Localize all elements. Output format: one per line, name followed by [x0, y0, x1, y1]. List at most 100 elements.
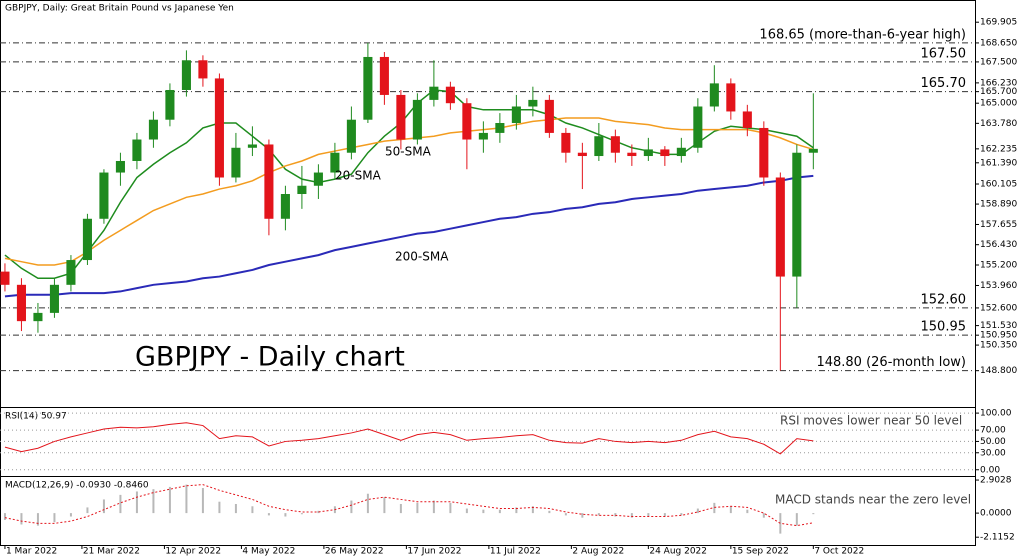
candle-body [561, 132, 571, 153]
histogram-bar [432, 500, 435, 514]
histogram-bar [36, 513, 39, 526]
candle-body [165, 89, 175, 120]
level-label: 165.70 [921, 76, 967, 91]
panel-title: RSI(14) 50.97 [5, 412, 67, 422]
x-tick-label: 12 Apr 2022 [165, 547, 221, 557]
histogram-bar [20, 513, 23, 525]
histogram-bar [102, 499, 105, 514]
chart-subtitle: GBPJPY - Daily chart [135, 342, 405, 373]
histogram-bar [465, 508, 468, 514]
x-tick-label: 4 May 2022 [242, 547, 295, 557]
x-tick-label: 11 Jul 2022 [490, 547, 541, 557]
candle-body [181, 60, 191, 90]
histogram-bar [663, 513, 666, 517]
y-tick-label: 150.950 [980, 331, 1017, 341]
histogram-bar [53, 513, 56, 523]
candle-body [264, 144, 274, 219]
candle-body [643, 149, 653, 157]
candle-body [49, 284, 59, 313]
histogram-bar [713, 502, 716, 514]
panel-title: MACD(12,26,9) -0.0930 -0.8460 [5, 481, 149, 491]
histogram-bar [581, 513, 584, 518]
candle-body [231, 147, 241, 178]
histogram-bar [300, 513, 303, 515]
histogram-bar [680, 513, 683, 516]
candle-body [808, 148, 818, 153]
x-tick-label: 21 Mar 2022 [83, 547, 140, 557]
y-tick-label: 30.00 [980, 448, 1006, 458]
y-tick-label: 0.0000 [980, 509, 1012, 519]
y-tick-label: 161.390 [980, 158, 1017, 168]
y-tick-label: 165.000 [980, 99, 1017, 109]
candle-body [330, 152, 340, 173]
y-tick-label: 166.230 [980, 78, 1017, 88]
candle-body [759, 127, 769, 178]
histogram-bar [729, 506, 732, 514]
candle-body [528, 99, 538, 107]
candle-body [627, 152, 637, 157]
y-tick-label: 151.530 [980, 321, 1017, 331]
candle-body [495, 123, 505, 133]
candle-body [396, 94, 406, 140]
annotation: RSI moves lower near 50 level [780, 414, 962, 428]
candle-body [445, 86, 455, 104]
candle-body [247, 144, 257, 148]
y-tick-label: 165.700 [980, 87, 1017, 97]
y-tick-label: 157.655 [980, 220, 1017, 230]
histogram-bar [498, 509, 501, 514]
candle-body [462, 103, 472, 140]
line-label: 200-SMA [395, 250, 449, 264]
candle-body [693, 106, 703, 148]
candle-body [429, 86, 439, 100]
y-tick-label: 2.9028 [980, 476, 1012, 486]
histogram-bar [779, 513, 782, 534]
chart-title: GBPJPY, Daily: Great Britain Pound vs Ja… [5, 4, 234, 14]
histogram-bar [3, 513, 6, 520]
y-tick-label: -2.1152 [980, 533, 1015, 543]
y-tick-label: 158.890 [980, 200, 1017, 210]
line-label: 20-SMA [335, 169, 382, 183]
histogram-bar [614, 513, 617, 517]
candle-body [297, 185, 307, 195]
candle-body [148, 119, 158, 140]
candle-body [709, 83, 719, 107]
level-label: 167.50 [921, 46, 967, 61]
y-tick-label: 0.00 [980, 465, 1000, 475]
histogram-bar [86, 507, 89, 514]
histogram-bar [119, 494, 122, 514]
candle-body [16, 284, 26, 322]
y-tick-label: 155.200 [980, 261, 1017, 271]
y-tick-label: 169.905 [980, 18, 1017, 28]
y-tick-label: 100.00 [980, 409, 1012, 419]
histogram-bar [267, 513, 270, 516]
x-tick-label: 2 Aug 2022 [572, 547, 624, 557]
histogram-bar [284, 513, 287, 517]
histogram-bar [350, 500, 353, 514]
candle-body [594, 136, 604, 157]
candle-body [742, 111, 752, 128]
candle-body [511, 106, 521, 124]
candle-body [280, 194, 290, 219]
histogram-bar [548, 510, 551, 514]
candle-body [363, 56, 373, 120]
y-tick-label: 162.235 [980, 144, 1017, 154]
y-tick-label: 148.800 [980, 366, 1017, 376]
histogram-bar [597, 513, 600, 516]
histogram-bar [185, 484, 188, 514]
histogram-bar [152, 489, 155, 514]
candle-body [33, 312, 43, 322]
histogram-bar [762, 513, 765, 518]
candle-body [478, 132, 488, 140]
level-label: 152.60 [921, 292, 967, 307]
histogram-bar [399, 503, 402, 514]
level-label: 168.65 (more-than-6-year high) [759, 27, 966, 42]
moving-average [4, 117, 814, 266]
candle-body [544, 99, 554, 133]
level-label: 148.80 (26-month low) [816, 355, 966, 370]
candle-body [660, 149, 670, 157]
level-label: 150.95 [921, 320, 967, 335]
y-tick-label: 167.500 [980, 57, 1017, 67]
frame [0, 0, 976, 546]
y-tick-label: 153.960 [980, 281, 1017, 291]
